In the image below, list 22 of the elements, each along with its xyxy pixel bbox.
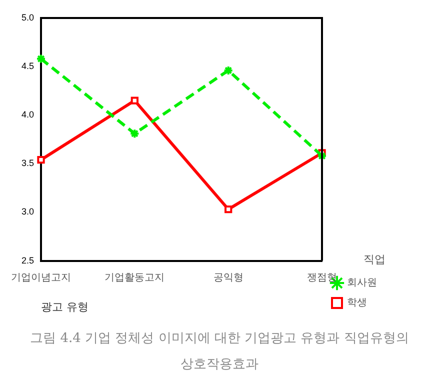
y-tick-label: 4.0 — [21, 110, 34, 120]
x-axis-title: 광고 유형 — [41, 300, 88, 314]
point — [130, 96, 138, 104]
point — [130, 128, 140, 139]
legend-label: 회사원 — [347, 278, 377, 289]
point — [223, 65, 234, 76]
y-tick-label: 4.5 — [21, 61, 34, 72]
point — [317, 150, 327, 161]
x-tick-label: 공익형 — [213, 272, 244, 284]
point — [36, 54, 46, 64]
point — [37, 156, 45, 164]
legend-label: 학생 — [347, 298, 367, 309]
y-tick-label: 3.5 — [21, 158, 34, 168]
y-tick-label: 5.0 — [21, 12, 34, 22]
x-tick-label: 쟁점형 — [307, 272, 337, 284]
x-tick-label: 기업활동고지 — [104, 272, 165, 284]
legend-title: 직업 — [364, 253, 386, 266]
point — [224, 206, 232, 214]
x-tick-label: 기업이념고지 — [11, 272, 71, 284]
caption: 그림 4.4 기업 정체성 이미지에 대한 기업광고 유형과 직업유형의 상호작용효과 — [29, 330, 410, 374]
y-tick-label: 2.5 — [21, 255, 34, 266]
y-tick-label: 3.0 — [21, 206, 34, 217]
